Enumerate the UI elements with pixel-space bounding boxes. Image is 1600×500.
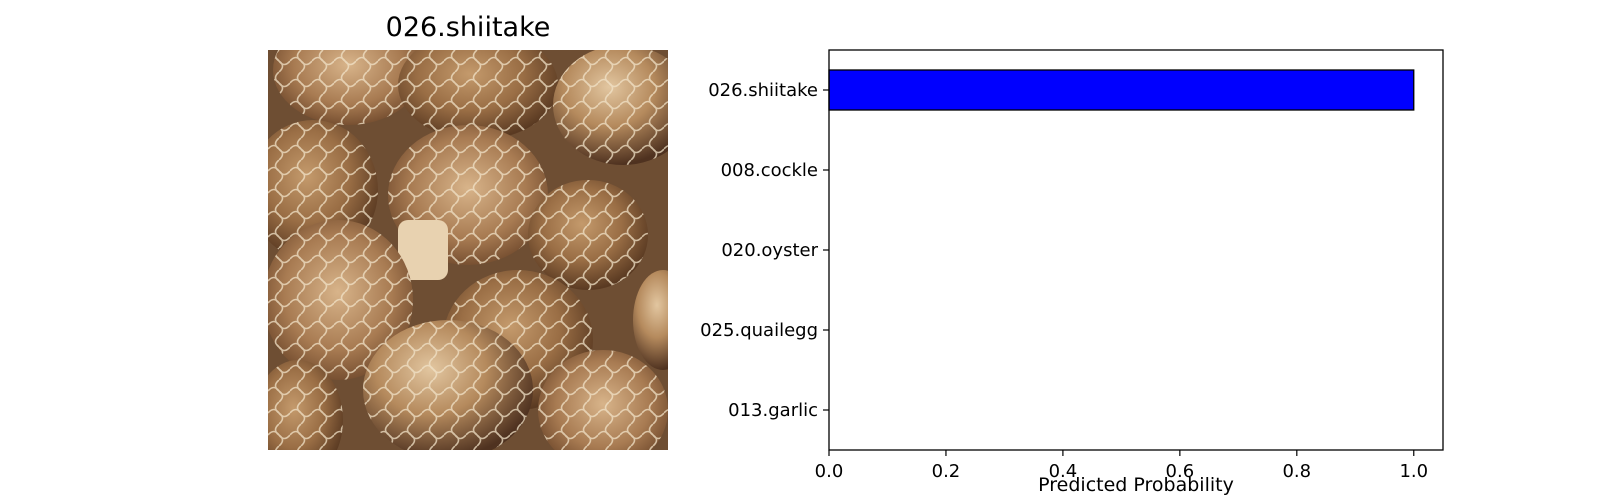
y-tick-label: 013.garlic [728, 400, 818, 421]
x-tick-label: 0.8 [1282, 461, 1311, 482]
bar-026.shiitake [828, 69, 1415, 111]
y-tick-label: 026.shiitake [708, 80, 818, 101]
bars-layer [828, 69, 1415, 111]
x-tick-label: 0.0 [815, 461, 844, 482]
y-tick-label: 025.quailegg [700, 320, 818, 341]
y-axis: 026.shiitake 008.cockle 020.oyster 025.quai… [700, 80, 829, 421]
y-tick-label: 020.oyster [721, 240, 818, 261]
mushroom-photo [268, 50, 668, 450]
x-tick-label: 0.2 [932, 461, 961, 482]
x-axis-label: Predicted Probability [1038, 474, 1234, 496]
y-tick-label: 008.cockle [721, 160, 818, 181]
image-title: 026.shiitake [385, 12, 551, 43]
x-tick-label: 0.4 [1049, 461, 1078, 482]
x-tick-label: 1.0 [1399, 461, 1428, 482]
x-tick-label: 0.6 [1166, 461, 1195, 482]
x-axis: 0.0 0.2 0.4 0.6 0.8 1.0 [815, 450, 1428, 482]
